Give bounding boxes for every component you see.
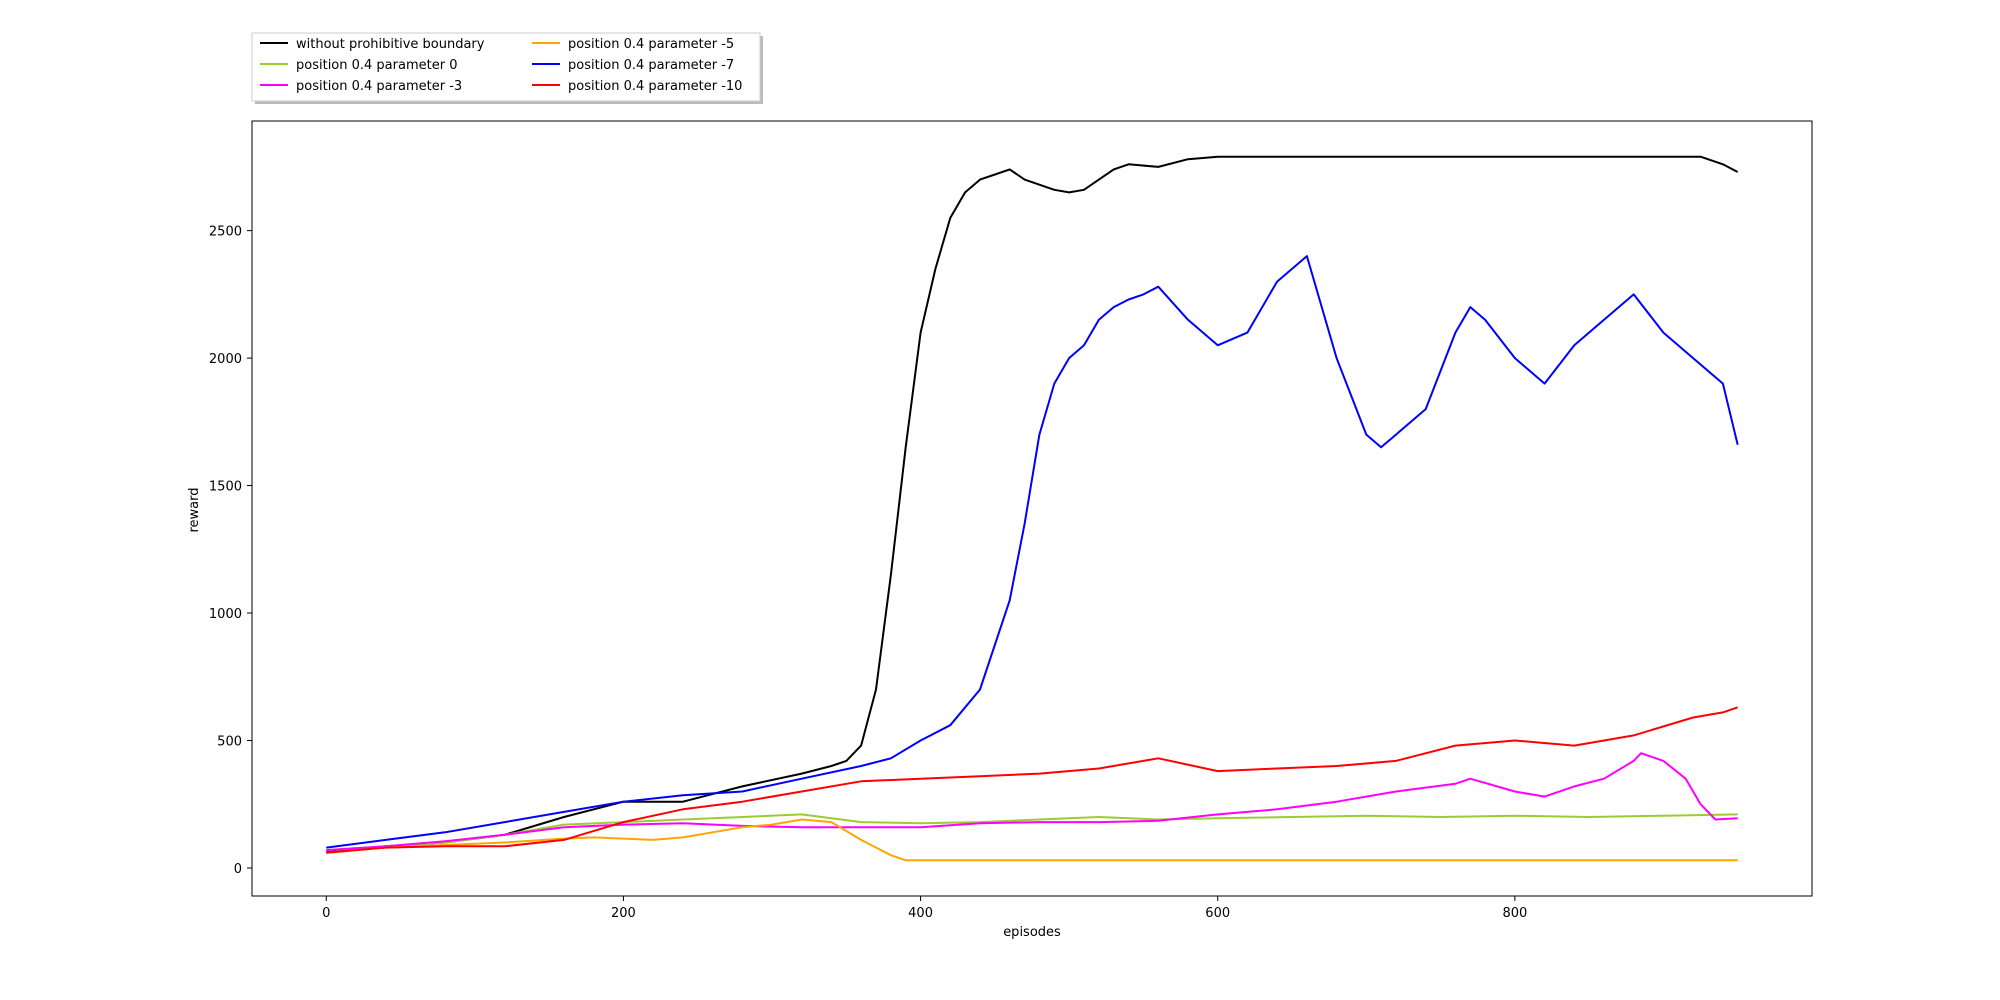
legend-label: position 0.4 parameter -5	[568, 37, 734, 52]
y-tick-label: 2500	[209, 225, 242, 240]
series-line-1	[326, 813, 1738, 852]
legend: without prohibitive boundary position 0.4…	[251, 32, 763, 104]
series-lines	[326, 155, 1739, 862]
y-tick-label: 1000	[209, 607, 242, 622]
series-line-0	[326, 155, 1739, 853]
x-tick-label: 600	[1205, 906, 1230, 921]
legend-label: position 0.4 parameter -7	[568, 58, 734, 73]
legend-box	[251, 32, 761, 102]
legend-label: position 0.4 parameter -10	[568, 79, 742, 94]
legend-label: without prohibitive boundary	[296, 37, 485, 52]
y-tick-label: 500	[217, 734, 242, 749]
y-tick-label: 0	[234, 862, 242, 877]
legend-label: position 0.4 parameter 0	[296, 58, 457, 73]
y-axis-title: reward	[187, 487, 202, 532]
y-tick-label: 1500	[209, 480, 242, 495]
x-tick-label: 800	[1502, 906, 1527, 921]
x-axis-ticks: 0 200 400 600 800	[322, 896, 1527, 921]
y-tick-label: 2000	[209, 352, 242, 367]
series-line-2	[326, 752, 1738, 852]
y-axis-ticks: 0 500 1000 1500 2000 2500	[209, 225, 252, 877]
x-tick-label: 0	[322, 906, 330, 921]
legend-items: without prohibitive boundary position 0.4…	[260, 37, 742, 94]
series-line-5	[326, 706, 1739, 854]
legend-label: position 0.4 parameter -3	[296, 79, 462, 94]
x-axis-title: episodes	[1003, 925, 1061, 940]
x-tick-label: 200	[611, 906, 636, 921]
x-tick-label: 400	[908, 906, 933, 921]
series-line-3	[326, 818, 1738, 862]
series-line-4	[326, 255, 1739, 849]
plot-area	[251, 120, 1813, 897]
